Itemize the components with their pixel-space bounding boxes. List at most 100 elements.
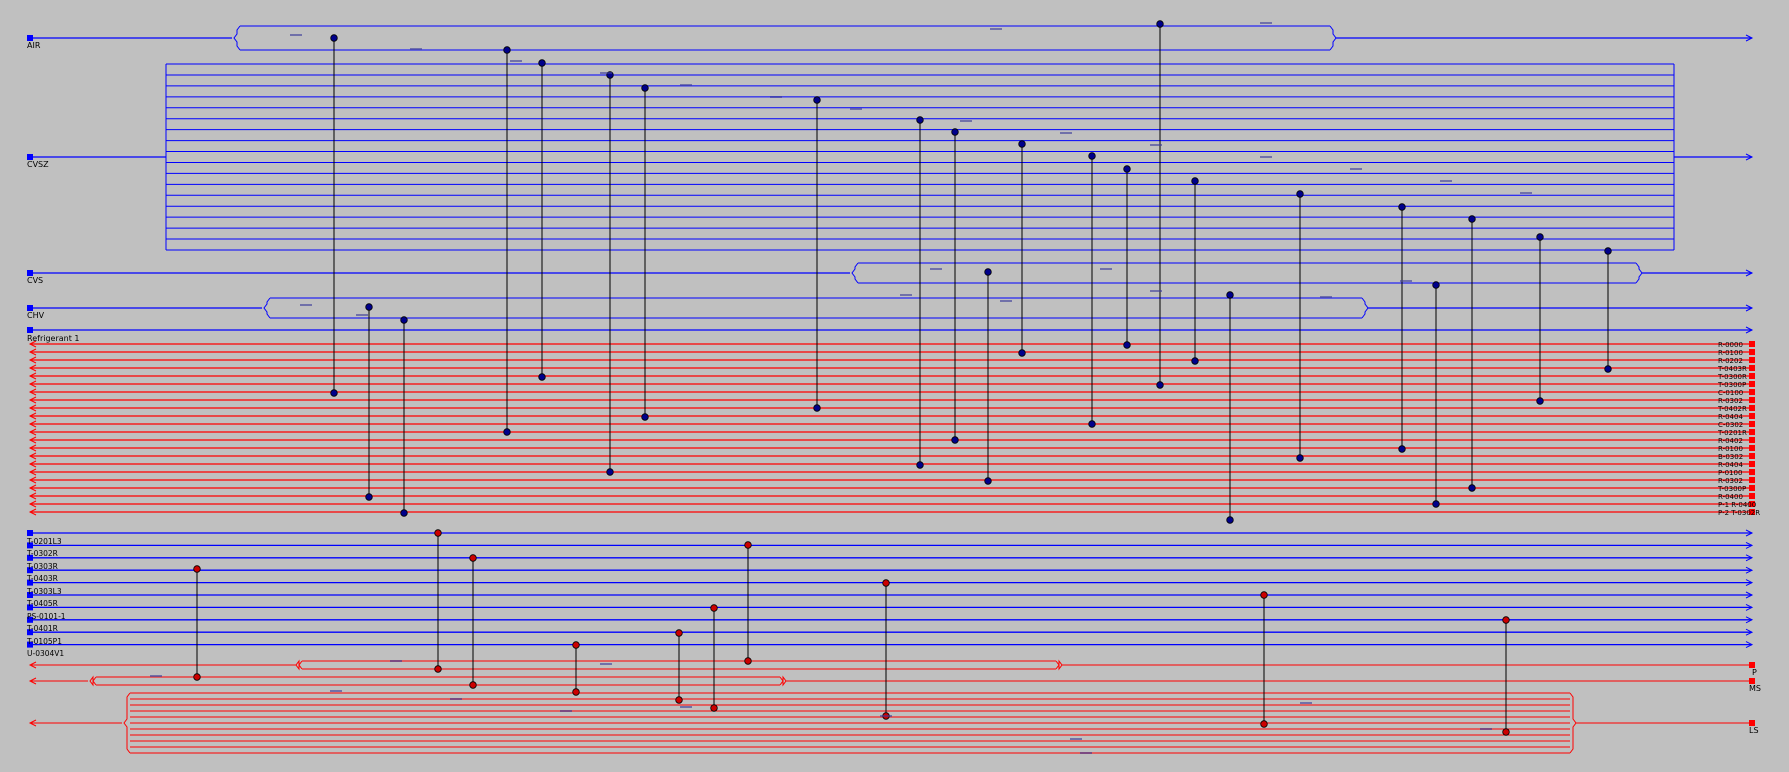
arrow-head: [28, 388, 37, 396]
exchanger-node-cold: [641, 413, 649, 421]
refrigerant-end: [1749, 469, 1755, 475]
arrow-head: [28, 356, 37, 364]
arrow-head: [1745, 566, 1754, 574]
exchanger-node-hot: [1260, 591, 1268, 599]
hot-stream-label: U-0304V1: [27, 649, 64, 658]
hot-stream-label: T-0302R: [26, 549, 58, 558]
temperature-tick: [290, 34, 302, 36]
refrigerant-end: [1749, 397, 1755, 403]
exchanger-node-cold: [1398, 445, 1406, 453]
temperature-tick: [410, 48, 422, 50]
utility-label-ms: MS: [1749, 684, 1761, 693]
exchangers-layer: [193, 20, 1612, 736]
temperature-tick: [900, 294, 912, 296]
exchanger-node-hot: [675, 696, 683, 704]
temperature-tick: [510, 60, 522, 62]
exchanger-node-hot: [1502, 728, 1510, 736]
temperature-tick: [850, 108, 862, 110]
refrigerant-right-label: T-0403R: [1717, 365, 1747, 373]
temperature-tick: [1300, 702, 1312, 704]
streams-layer: [27, 25, 1755, 754]
refrigerant-end: [1749, 437, 1755, 443]
refrigerant-end: [1749, 509, 1755, 515]
refrigerant-right-label: R-0302: [1718, 397, 1743, 405]
split-brace: [851, 262, 859, 284]
refrigerant-right-label: P-1 R-0400: [1718, 501, 1756, 509]
arrow-head: [1745, 153, 1754, 161]
refrigerant-right-label: T-0300R: [1717, 373, 1747, 381]
arrow-head: [28, 484, 37, 492]
exchanger-node-cold: [1226, 291, 1234, 299]
exchanger-node-cold: [365, 493, 373, 501]
temperature-tick: [450, 698, 462, 700]
exchanger-node-hot: [469, 681, 477, 689]
refrigerant-end: [1749, 405, 1755, 411]
hot-stream-label: T-0303L3: [26, 587, 62, 596]
arrow-head: [28, 500, 37, 508]
exchanger-node-cold: [1018, 140, 1026, 148]
temperature-tick: [600, 72, 612, 74]
refrigerant-right-label: R-0202: [1718, 357, 1743, 365]
arrow-head: [28, 420, 37, 428]
arrow-head: [1745, 529, 1754, 537]
utility-label-p: P: [1752, 668, 1757, 677]
arrow-head: [28, 380, 37, 388]
exchanger-node-cold: [1604, 365, 1612, 373]
temperature-tick: [1150, 144, 1162, 146]
exchanger-node-cold: [984, 477, 992, 485]
split-brace: [1329, 25, 1337, 51]
labels-layer: R-0000R-0100R-0202T-0403RT-0300RT-0300PC…: [150, 22, 1760, 754]
split-brace: [1635, 262, 1643, 284]
refrigerant-right-label: P-0100: [1718, 469, 1742, 477]
utility-label-ls: LS: [1749, 726, 1759, 735]
refrigerant-end: [1749, 493, 1755, 499]
refrigerant-end: [1749, 389, 1755, 395]
refrigerant-right-label: P-2 T-0302R: [1718, 509, 1760, 517]
arrow-head: [1745, 554, 1754, 562]
temperature-tick: [1480, 728, 1492, 730]
hot-stream-label: T-0105P1: [26, 637, 62, 646]
arrow-head: [1745, 34, 1754, 42]
arrow-head: [28, 661, 37, 669]
exchanger-node-cold: [951, 128, 959, 136]
refrigerant-right-label: R-0000: [1718, 341, 1743, 349]
refrigerant-right-label: R-0400: [1718, 493, 1743, 501]
exchanger-node-cold: [1468, 484, 1476, 492]
exchanger-node-cold: [330, 389, 338, 397]
refrigerant-end: [1749, 477, 1755, 483]
temperature-tick: [990, 28, 1002, 30]
temperature-tick: [1400, 280, 1412, 282]
split-brace: [233, 25, 241, 51]
exchanger-node-cold: [330, 34, 338, 42]
exchanger-node-hot: [710, 604, 718, 612]
refrigerant-right-label: R-0100: [1718, 445, 1743, 453]
refrigerant-right-label: C-0302: [1718, 421, 1743, 429]
arrow-head: [28, 396, 37, 404]
exchanger-node-cold: [400, 316, 408, 324]
arrow-head: [1745, 616, 1754, 624]
hot-stream-label: T-0405R: [26, 599, 58, 608]
temperature-tick: [390, 660, 402, 662]
refrigerant-right-label: R-0402: [1718, 437, 1743, 445]
arrow-head: [28, 508, 37, 516]
refrigerant-right-label: T-0402R: [1717, 405, 1747, 413]
temperature-tick: [770, 96, 782, 98]
exchanger-node-cold: [916, 461, 924, 469]
stream-end-utility-p: [1749, 662, 1755, 668]
exchanger-node-cold: [1088, 152, 1096, 160]
refrigerant-end: [1749, 373, 1755, 379]
refrigerant-right-label: R-0404: [1718, 413, 1743, 421]
exchanger-node-cold: [813, 96, 821, 104]
exchanger-node-cold: [1536, 397, 1544, 405]
hot-stream-label: T-0403R: [26, 574, 58, 583]
arrow-head: [28, 444, 37, 452]
arrow-head: [28, 492, 37, 500]
exchanger-node-cold: [1088, 420, 1096, 428]
temperature-tick: [1060, 132, 1072, 134]
split-brace: [295, 659, 303, 671]
arrow-head: [1745, 326, 1754, 334]
split-brace: [1055, 659, 1063, 671]
exchanger-node-cold: [813, 404, 821, 412]
temperature-tick: [1350, 168, 1362, 170]
exchanger-node-cold: [1123, 341, 1131, 349]
